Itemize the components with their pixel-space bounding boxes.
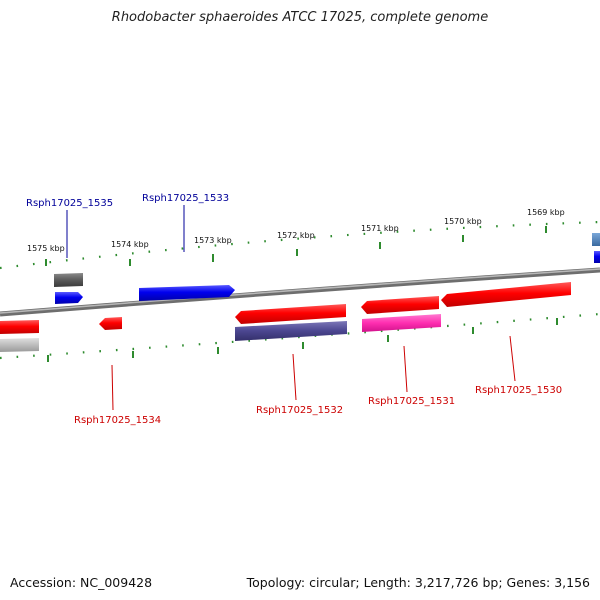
gene-feature-rsph17025-1531[interactable]	[362, 314, 441, 332]
gene-label-rsph17025-1532[interactable]: Rsph17025_1532	[256, 405, 343, 416]
gene-feature-rsph17025-1530[interactable]	[441, 282, 571, 307]
gene-label-rsph17025-1534[interactable]: Rsph17025_1534	[74, 415, 161, 426]
scale-label-1572: 1572 kbp	[277, 231, 315, 240]
accession-text: Accession: NC_009428	[10, 575, 153, 590]
scale-label-1574: 1574 kbp	[111, 240, 149, 249]
outer-major-ticks	[45, 226, 547, 266]
outer-scale-arc	[0, 220, 600, 270]
gene-label-rsph17025-1533[interactable]: Rsph17025_1533	[142, 193, 229, 204]
gene-label-rsph17025-1530[interactable]: Rsph17025_1530	[475, 385, 562, 396]
gene-feature-rsph17025-1531-red[interactable]	[361, 296, 439, 314]
scale-label-1570: 1570 kbp	[444, 217, 482, 226]
gene-feature-blue-edge[interactable]	[594, 251, 600, 263]
gene-label-rsph17025-1531[interactable]: Rsph17025_1531	[368, 396, 455, 407]
gene-feature-rsph17025-1534[interactable]	[99, 317, 122, 330]
inner-major-ticks	[47, 318, 558, 362]
scale-tick-labels: 1575 kbp 1574 kbp 1573 kbp 1572 kbp 1571…	[27, 208, 565, 253]
gene-feature-lightgray-edge[interactable]	[0, 338, 39, 352]
gene-feature-rsph17025-1535[interactable]	[55, 292, 83, 304]
gene-feature-rsph17025-1532-red[interactable]	[235, 304, 346, 324]
scale-label-1569: 1569 kbp	[527, 208, 565, 217]
scale-label-1575: 1575 kbp	[27, 244, 65, 253]
genome-backbone	[0, 267, 600, 317]
gene-feature-rsph17025-1533[interactable]	[139, 285, 235, 301]
gene-feature-red-edge[interactable]	[0, 320, 39, 334]
map-title: Rhodobacter sphaeroides ATCC 17025, comp…	[111, 10, 489, 25]
scale-label-1573: 1573 kbp	[194, 236, 232, 245]
gene-feature-steel-edge[interactable]	[592, 233, 600, 246]
gene-feature-gray[interactable]	[54, 273, 83, 287]
gene-label-rsph17025-1535[interactable]: Rsph17025_1535	[26, 198, 113, 209]
scale-label-1571: 1571 kbp	[361, 224, 399, 233]
inner-scale-arc	[0, 312, 600, 360]
label-leaders	[66, 205, 516, 411]
genome-summary-text: Topology: circular; Length: 3,217,726 bp…	[246, 575, 590, 590]
gene-feature-rsph17025-1532[interactable]	[235, 321, 347, 341]
